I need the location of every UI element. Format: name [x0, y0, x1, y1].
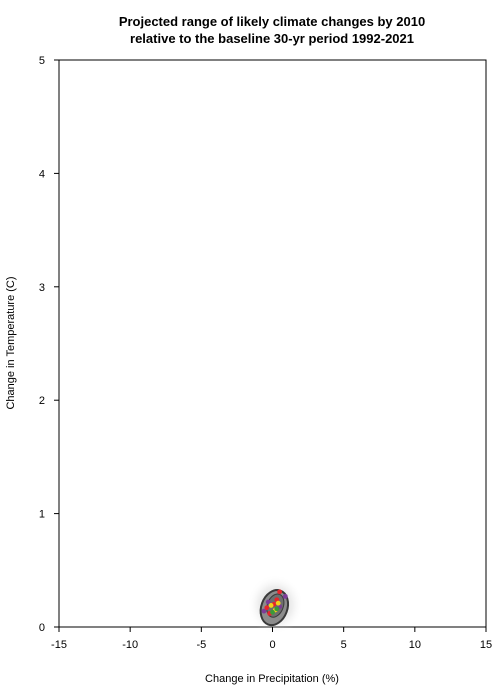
y-tick-label-4: 4 [39, 168, 45, 180]
data-point-2-2 [275, 600, 281, 606]
data-point-0-2 [265, 599, 271, 605]
data-point-0-1 [282, 593, 288, 599]
x-tick-label-6: 15 [480, 639, 492, 651]
x-tick-label-5: 10 [409, 639, 421, 651]
y-tick-label-1: 1 [39, 509, 45, 521]
y-axis-label: Change in Temperature (C) [5, 276, 17, 409]
x-tick-label-2: -5 [196, 639, 206, 651]
data-point-1-0 [277, 589, 283, 595]
plot-marks [247, 574, 304, 635]
y-tick-label-5: 5 [39, 55, 45, 67]
x-tick-label-0: -15 [51, 639, 67, 651]
y-tick-label-3: 3 [39, 282, 45, 294]
x-tick-label-1: -10 [122, 639, 138, 651]
y-tick-label-2: 2 [39, 395, 45, 407]
data-point-1-3 [264, 605, 270, 611]
chart-title-line-1: Projected range of likely climate change… [119, 14, 425, 29]
axes: -15 -10 -5 0 5 10 15 0 1 2 3 4 5 [39, 55, 492, 651]
y-tick-label-0: 0 [39, 622, 45, 634]
data-point-3-1 [274, 606, 280, 612]
chart-title-line-2: relative to the baseline 30-yr period 19… [130, 31, 414, 46]
data-point-3-0 [270, 609, 275, 615]
data-point-2-1 [268, 603, 274, 608]
data-point-0-0 [261, 608, 267, 614]
plot-frame [58, 59, 487, 628]
x-axis-label: Change in Precipitation (%) [205, 673, 339, 685]
x-tick-label-3: 0 [269, 639, 275, 651]
x-tick-label-4: 5 [341, 639, 347, 651]
